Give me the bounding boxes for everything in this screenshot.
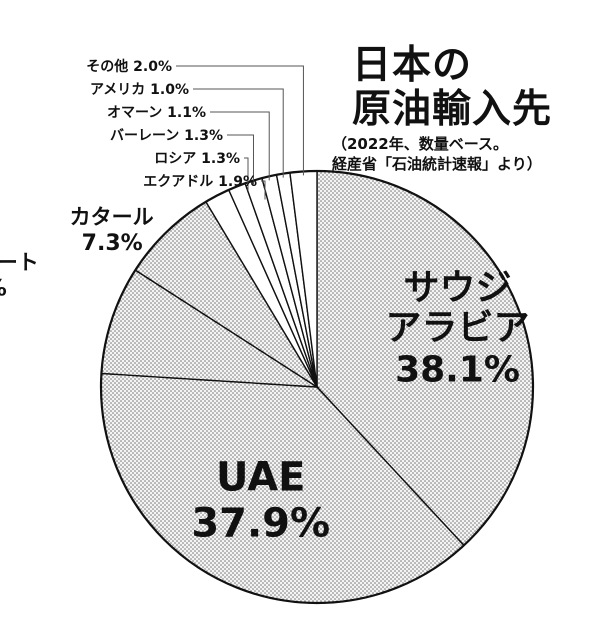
slice-1-name-line: サウジ xyxy=(404,268,512,309)
slice-5-callout-text: エクアドル 1.9% xyxy=(143,174,257,190)
subtitle-line-1: （2022年、数量ベース。 xyxy=(332,135,508,153)
chart-subtitle: （2022年、数量ベース。 経産省「石油統計速報」より） xyxy=(332,134,542,174)
slice-8-callout-text: オマーン 1.1% xyxy=(107,105,206,121)
chart-title: 日本の 原油輸入先 xyxy=(352,44,552,132)
slice-2-name-line: UAE xyxy=(216,455,306,501)
slice-4-name: カタール xyxy=(70,205,154,229)
slice-6-callout-text: ロシア 1.3% xyxy=(154,151,240,167)
subtitle-line-2: 経産省「石油統計速報」より） xyxy=(332,155,542,173)
title-line-1: 日本の xyxy=(352,43,473,88)
slice-9-callout: アメリカ 1.0% xyxy=(90,82,189,98)
slice-3-label: クウェート 8.1% xyxy=(0,251,39,302)
slice-9-callout-text: アメリカ 1.0% xyxy=(90,82,189,98)
slice-7-callout-text: バーレーン 1.3% xyxy=(110,128,223,144)
slice-9-leader-line xyxy=(193,88,284,178)
slice-10-callout: その他 2.0% xyxy=(86,58,172,75)
pie-outline xyxy=(99,169,535,605)
slice-1-name-line: アラビア xyxy=(386,308,530,349)
slice-3-value: 8.1% xyxy=(0,277,7,302)
slice-6-callout: ロシア 1.3% xyxy=(154,151,240,167)
slice-2-value: 37.9% xyxy=(191,501,330,547)
slice-5-leader-line xyxy=(261,180,266,200)
slice-1-value: 38.1% xyxy=(395,350,520,391)
slice-5-callout: エクアドル 1.9% xyxy=(143,174,257,190)
title-line-2: 原油輸入先 xyxy=(352,87,553,132)
slice-3-name: クウェート xyxy=(0,251,39,275)
slice-4-value: 7.3% xyxy=(82,231,143,256)
slice-7-leader-line xyxy=(227,134,254,185)
slice-10-leader-line xyxy=(176,65,304,176)
slice-8-leader-line xyxy=(210,111,270,181)
slice-10-callout-text: その他 2.0% xyxy=(86,58,172,75)
slice-8-callout: オマーン 1.1% xyxy=(107,105,206,121)
slice-7-callout: バーレーン 1.3% xyxy=(110,128,223,144)
slice-6-leader-line xyxy=(244,157,249,191)
